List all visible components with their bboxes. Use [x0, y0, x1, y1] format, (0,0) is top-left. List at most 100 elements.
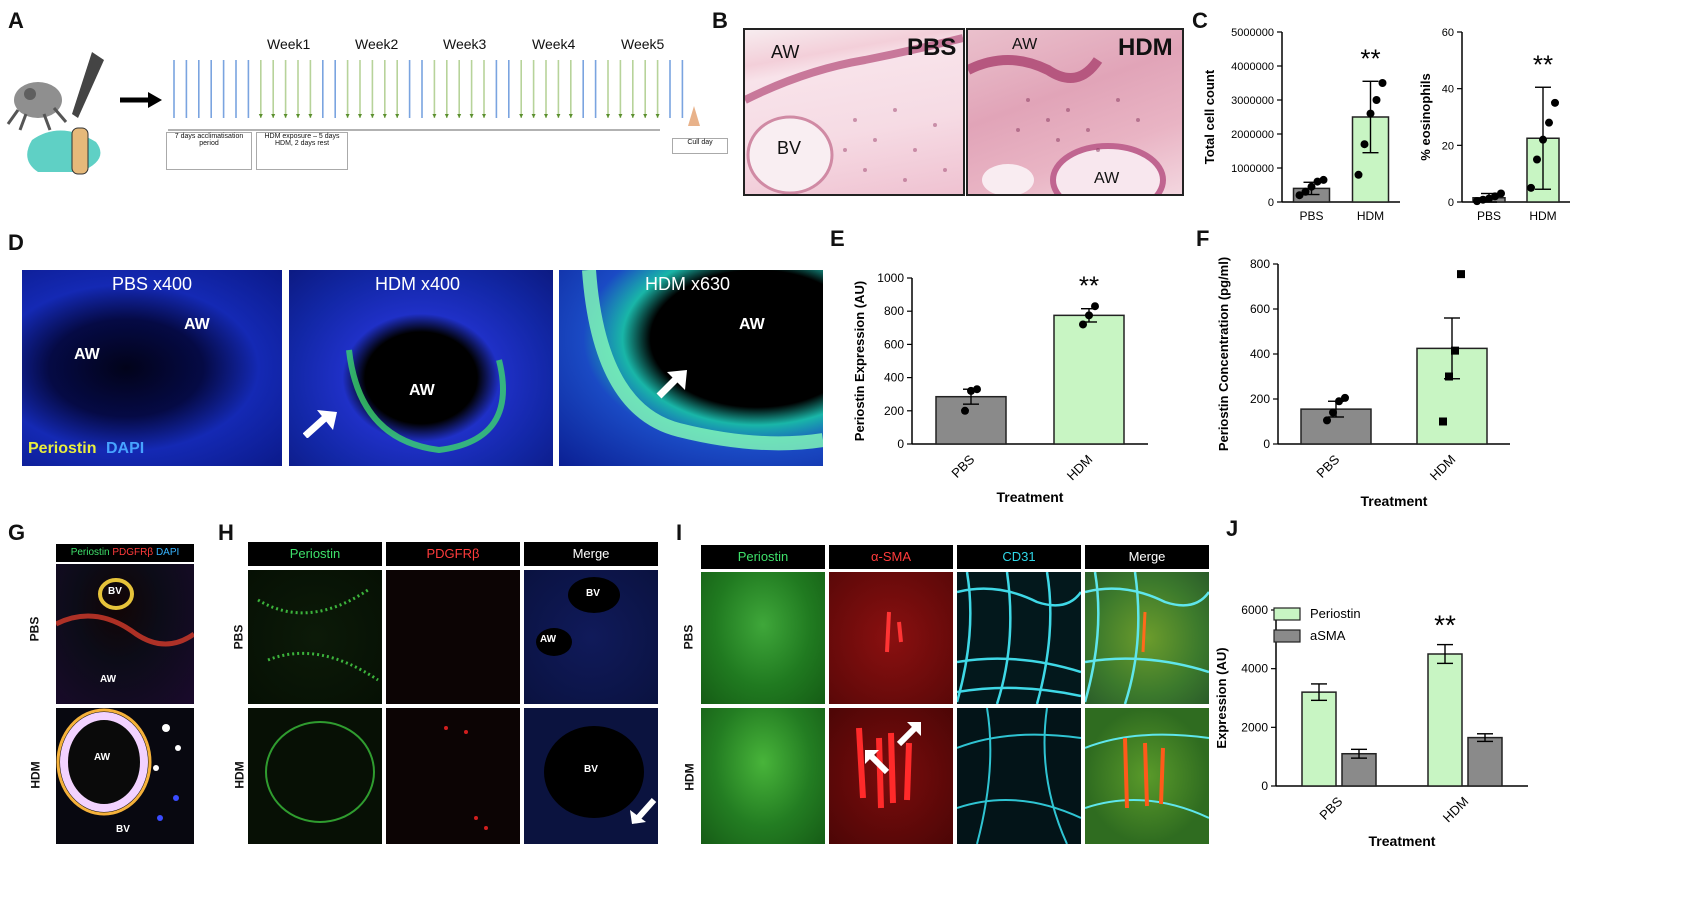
y-tick-label: 2000000: [1231, 129, 1274, 141]
aw-label: AW: [409, 382, 435, 399]
y-axis-label: Periostin Expression (AU): [852, 281, 867, 441]
data-point: [1335, 397, 1343, 406]
y-tick-label: 800: [1250, 257, 1270, 271]
y-tick-label: 200: [884, 404, 904, 418]
h-image-hdm-merge: BV: [524, 708, 658, 844]
bv-label: BV: [116, 824, 130, 835]
aw-label: AW: [739, 316, 765, 333]
chart-j: 0 2000 4000 6000 Expression (AU) Treatment PBS…: [1212, 560, 1542, 860]
y-tick-label: 0: [897, 437, 904, 451]
significance-marker: **: [1079, 271, 1099, 301]
timeline-dose-marker: [444, 114, 449, 118]
x-tick-label: PBS: [948, 452, 977, 481]
panel-label-b: B: [712, 8, 728, 33]
y-tick-label: 6000: [1241, 603, 1268, 617]
data-point: [1341, 393, 1349, 402]
data-point: [1439, 417, 1447, 426]
significance-marker: **: [1533, 49, 1553, 79]
row-label-pbs: PBS: [231, 624, 246, 650]
arrow-icon: [895, 720, 923, 748]
timeline-dose-marker: [345, 114, 350, 118]
y-tick-label: 0: [1268, 197, 1274, 209]
data-point: [1354, 170, 1363, 179]
h-image-pbs-merge: BV AW: [524, 570, 658, 704]
legend-periostin: Periostin: [28, 440, 97, 457]
aw-label: AW: [1094, 170, 1120, 187]
x-tick-label: PBS: [1477, 209, 1501, 223]
i-image-pbs-asma: [829, 572, 953, 704]
panel-label-h: H: [218, 520, 234, 545]
timeline-dose-marker: [395, 114, 400, 118]
significance-marker: **: [1434, 610, 1456, 641]
h-image-pbs-pdgfrb: [386, 570, 520, 704]
timeline-cull-marker: [688, 106, 700, 126]
data-point: [1545, 118, 1553, 127]
y-tick-label: 800: [884, 304, 904, 318]
header-pdgfrb: PDGFRβ: [112, 547, 154, 558]
if-image-pbs-x400: PBS x400 AW AW Periostin DAPI: [22, 270, 282, 466]
y-tick-label: 5000000: [1231, 27, 1274, 39]
bar: [1467, 736, 1503, 787]
data-point: [1539, 135, 1547, 144]
y-tick-label: 60: [1442, 27, 1454, 39]
legend-label: Periostin: [1310, 606, 1361, 621]
y-tick-label: 4000000: [1231, 61, 1274, 73]
arrow-icon: [628, 796, 658, 826]
y-tick-label: 0: [1263, 437, 1270, 451]
image-title: PBS x400: [112, 274, 193, 294]
header-pdgfrb: PDGFRβ: [386, 542, 520, 566]
y-tick-label: 0: [1448, 197, 1454, 209]
data-point: [1366, 109, 1375, 118]
timeline-dose-marker: [630, 114, 635, 118]
mouse-dosing-illustration: [0, 50, 130, 180]
timeline-dose-marker: [457, 114, 462, 118]
i-image-hdm-merge: [1085, 708, 1209, 844]
x-tick-label: HDM: [1064, 452, 1096, 484]
timeline-dose-marker: [643, 114, 648, 118]
significance-marker: **: [1360, 43, 1380, 73]
data-point: [1091, 302, 1099, 311]
acclimatisation-box: 7 days acclimatisation period: [166, 132, 252, 170]
y-axis-label: Total cell count: [1202, 69, 1217, 164]
row-label-pbs: PBS: [681, 624, 696, 650]
timeline-dose-marker: [568, 114, 573, 118]
y-tick-label: 4000: [1241, 662, 1268, 676]
y-tick-label: 600: [1250, 302, 1270, 316]
data-point: [1457, 270, 1465, 279]
x-tick-label: HDM: [1357, 209, 1384, 223]
timeline-dose-marker: [531, 114, 536, 118]
y-tick-label: 1000: [877, 271, 904, 285]
y-tick-label: 20: [1442, 140, 1454, 152]
aw-label: AW: [771, 42, 800, 62]
chart-c-right: 0 20 40 60 % eosinophils PBS ** HDM: [1418, 20, 1580, 230]
week-label: Week5: [621, 36, 665, 52]
data-point: [1445, 372, 1453, 381]
data-point: [1295, 191, 1304, 200]
y-tick-label: 400: [1250, 347, 1270, 361]
aw-label: AW: [94, 752, 111, 763]
data-point: [1307, 182, 1316, 191]
timeline-dose-marker: [296, 114, 300, 118]
week-labels: Week1 Week2 Week3 Week4 Week5: [160, 36, 740, 56]
i-image-pbs-periostin: [701, 572, 825, 704]
data-point: [1360, 140, 1369, 149]
cull-day-box: Cull day: [672, 138, 728, 154]
bv-label: BV: [586, 588, 600, 599]
data-point: [1372, 96, 1381, 104]
timeline-dose-marker: [606, 114, 610, 118]
h-image-pbs-periostin: [248, 570, 382, 704]
x-tick-label: PBS: [1313, 452, 1342, 481]
legend-swatch: [1273, 629, 1301, 643]
if-image-hdm-x630: HDM x630 AW: [559, 270, 823, 466]
row-label-hdm: HDM: [28, 761, 43, 789]
data-point: [1319, 175, 1328, 184]
y-tick-label: 200: [1250, 392, 1270, 406]
data-point: [1323, 416, 1331, 425]
header-merge: Merge: [1085, 545, 1209, 569]
timeline-dose-marker: [432, 114, 437, 118]
y-tick-label: 400: [884, 371, 904, 385]
i-image-hdm-asma: [829, 708, 953, 844]
legend-label: aSMA: [1310, 628, 1346, 643]
data-point: [967, 386, 975, 395]
timeline-dose-marker: [382, 114, 387, 118]
